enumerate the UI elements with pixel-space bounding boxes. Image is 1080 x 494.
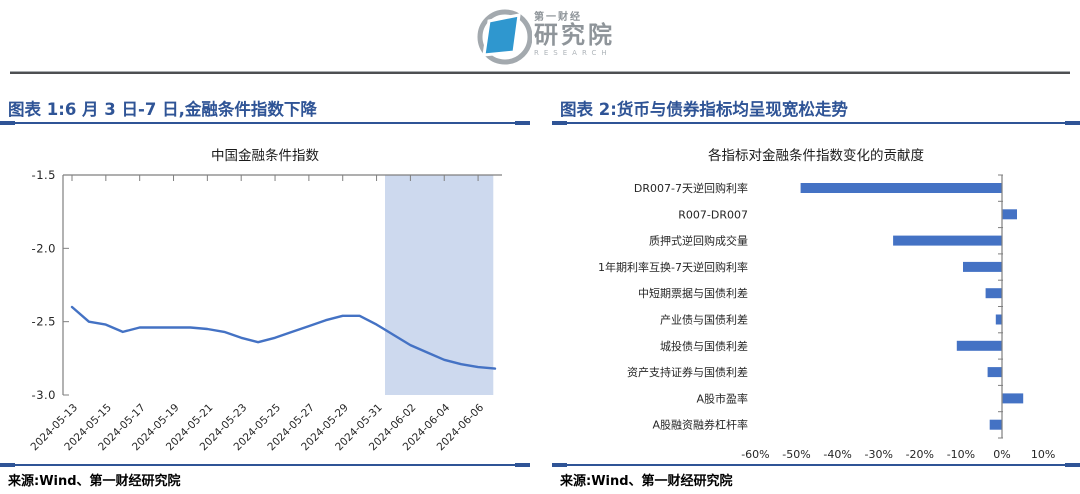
bar bbox=[989, 419, 1002, 430]
logo-parallelogram bbox=[482, 13, 521, 57]
logo-icon bbox=[477, 9, 532, 65]
bar bbox=[995, 314, 1002, 325]
bar-category-label: 质押式逆回购成交量 bbox=[649, 234, 748, 248]
rule-cap bbox=[552, 121, 567, 125]
figure-1-title: 图表 1:6 月 3 日-7 日,金融条件指数下降 bbox=[8, 100, 317, 119]
figure-1-bottom-rule bbox=[0, 463, 530, 467]
rule-cap bbox=[552, 463, 567, 467]
panel-figure-2: 图表 2:货币与债券指标均呈现宽松走势 各指标对金融条件指数变化的贡献度 DR0… bbox=[552, 96, 1080, 494]
figure-2-title: 图表 2:货币与债券指标均呈现宽松走势 bbox=[560, 100, 848, 119]
figure-2-title-rule bbox=[552, 121, 1080, 125]
header-divider-line bbox=[10, 71, 1070, 74]
bar bbox=[956, 340, 1002, 351]
figure-1-source: 来源:Wind、第一财经研究院 bbox=[8, 474, 181, 489]
rule-cap bbox=[515, 463, 530, 467]
x-axis-label: -50% bbox=[782, 448, 810, 461]
figure-2-source: 来源:Wind、第一财经研究院 bbox=[560, 474, 733, 489]
bar-category-label: A股市盈率 bbox=[696, 391, 748, 405]
financial-conditions-line-chart: 2024-05-132024-05-152024-05-172024-05-19… bbox=[28, 168, 502, 453]
bar bbox=[985, 288, 1002, 299]
bar bbox=[1002, 209, 1017, 220]
rule-cap bbox=[0, 121, 15, 125]
x-axis-label: 0% bbox=[993, 448, 1010, 461]
bar bbox=[800, 183, 1002, 193]
y-tick-label: -1.5 bbox=[32, 168, 56, 182]
panel-figure-1: 图表 1:6 月 3 日-7 日,金融条件指数下降 中国金融条件指数 2024-… bbox=[0, 96, 530, 494]
y-tick-label: -2.0 bbox=[32, 241, 56, 255]
bar bbox=[987, 367, 1002, 378]
bar-category-label: A股融资融券杠杆率 bbox=[652, 418, 748, 432]
rule-cap bbox=[0, 463, 15, 467]
figure-2-bottom-rule bbox=[552, 463, 1080, 467]
x-axis-label: -10% bbox=[947, 448, 975, 461]
x-axis-label: -30% bbox=[864, 448, 892, 461]
bar-category-label: 资产支持证券与国债利差 bbox=[627, 365, 748, 379]
logo-text: 第一财经 研究院 RESEARCH bbox=[534, 8, 615, 57]
bar bbox=[963, 261, 1002, 272]
bar bbox=[1002, 393, 1024, 404]
rule-cap bbox=[515, 121, 530, 125]
x-axis-label: -60% bbox=[741, 448, 769, 461]
logo-english-text: RESEARCH bbox=[534, 49, 612, 57]
rule-cap bbox=[1065, 463, 1080, 467]
bar-category-label: 中短期票据与国债利差 bbox=[638, 286, 748, 300]
yicai-research-logo: 第一财经 研究院 RESEARCH bbox=[476, 2, 686, 68]
figure-1-title-rule bbox=[0, 121, 530, 125]
bar-category-label: DR007-7天逆回购利率 bbox=[634, 181, 748, 195]
logo-brand-text: 第一财经 bbox=[534, 12, 582, 23]
bar-category-label: 1年期利率互换-7天逆回购利率 bbox=[598, 260, 748, 274]
rule-cap bbox=[1065, 121, 1080, 125]
logo-circle bbox=[477, 9, 532, 65]
logo-institute-text: 研究院 bbox=[534, 21, 615, 49]
x-axis-label: 10% bbox=[1031, 448, 1055, 461]
bar-category-label: 城投债与国债利差 bbox=[660, 339, 748, 353]
contribution-bar-chart: DR007-7天逆回购利率 R007-DR007 质押式逆回购成交量 1年期利率互换-… bbox=[598, 174, 1055, 461]
y-tick-label: -2.5 bbox=[32, 315, 56, 329]
x-axis-label: -20% bbox=[906, 448, 934, 461]
bar-category-label: R007-DR007 bbox=[678, 208, 748, 221]
bar bbox=[893, 235, 1002, 246]
y-tick-label: -3.0 bbox=[32, 388, 56, 402]
x-axis-label: -40% bbox=[823, 448, 851, 461]
highlight-band bbox=[385, 175, 494, 395]
line-series bbox=[70, 305, 497, 370]
bar-category-label: 产业债与国债利差 bbox=[660, 313, 748, 327]
